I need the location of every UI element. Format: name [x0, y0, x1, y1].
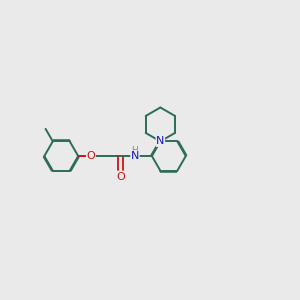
Text: O: O — [86, 151, 95, 161]
Text: N: N — [156, 136, 165, 146]
Text: H: H — [132, 146, 138, 155]
Text: O: O — [116, 172, 125, 182]
Text: N: N — [131, 151, 139, 161]
